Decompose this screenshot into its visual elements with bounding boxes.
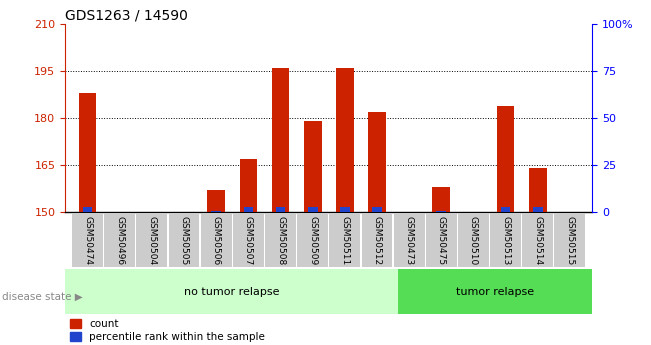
Bar [458, 214, 489, 267]
Text: GSM50512: GSM50512 [372, 216, 381, 265]
Bar [497, 106, 514, 212]
Bar [533, 207, 543, 212]
Bar [340, 207, 350, 212]
Bar [368, 112, 386, 212]
Bar [308, 207, 318, 212]
Bar [137, 214, 167, 267]
Bar [243, 207, 253, 212]
Bar [329, 214, 360, 267]
Text: GSM50513: GSM50513 [501, 216, 510, 265]
Bar [436, 210, 446, 212]
Text: GSM50505: GSM50505 [180, 216, 189, 265]
Bar [398, 269, 592, 314]
Bar [79, 93, 96, 212]
Text: GSM50506: GSM50506 [212, 216, 221, 265]
Bar [83, 207, 92, 212]
Text: GSM50507: GSM50507 [244, 216, 253, 265]
Bar [361, 214, 393, 267]
Text: GSM50511: GSM50511 [340, 216, 350, 265]
Bar [529, 168, 547, 212]
Bar [72, 214, 103, 267]
Text: GSM50496: GSM50496 [115, 216, 124, 265]
Bar [169, 214, 199, 267]
Bar [233, 214, 264, 267]
Bar [265, 214, 296, 267]
Text: GSM50508: GSM50508 [276, 216, 285, 265]
Bar [201, 214, 232, 267]
Text: GSM50475: GSM50475 [437, 216, 446, 265]
Bar [275, 207, 285, 212]
Bar [372, 207, 382, 212]
Bar [240, 159, 257, 212]
Bar [522, 214, 553, 267]
Bar [271, 68, 289, 212]
Text: GSM50514: GSM50514 [533, 216, 542, 265]
Bar [65, 269, 398, 314]
Text: GSM50474: GSM50474 [83, 216, 92, 265]
Text: GSM50510: GSM50510 [469, 216, 478, 265]
Text: disease state ▶: disease state ▶ [2, 292, 83, 302]
Bar [426, 214, 457, 267]
Text: GDS1263 / 14590: GDS1263 / 14590 [65, 9, 188, 23]
Bar [432, 187, 450, 212]
Legend: count, percentile rank within the sample: count, percentile rank within the sample [70, 319, 265, 342]
Bar [501, 207, 510, 212]
Bar [212, 210, 221, 212]
Bar [490, 214, 521, 267]
Text: GSM50504: GSM50504 [147, 216, 156, 265]
Text: GSM50515: GSM50515 [566, 216, 574, 265]
Bar [304, 121, 322, 212]
Bar [298, 214, 328, 267]
Text: GSM50473: GSM50473 [405, 216, 413, 265]
Bar [208, 190, 225, 212]
Bar [104, 214, 135, 267]
Bar [555, 214, 585, 267]
Text: no tumor relapse: no tumor relapse [184, 287, 279, 296]
Bar [394, 214, 424, 267]
Bar [336, 68, 353, 212]
Text: tumor relapse: tumor relapse [456, 287, 534, 296]
Text: GSM50509: GSM50509 [308, 216, 317, 265]
